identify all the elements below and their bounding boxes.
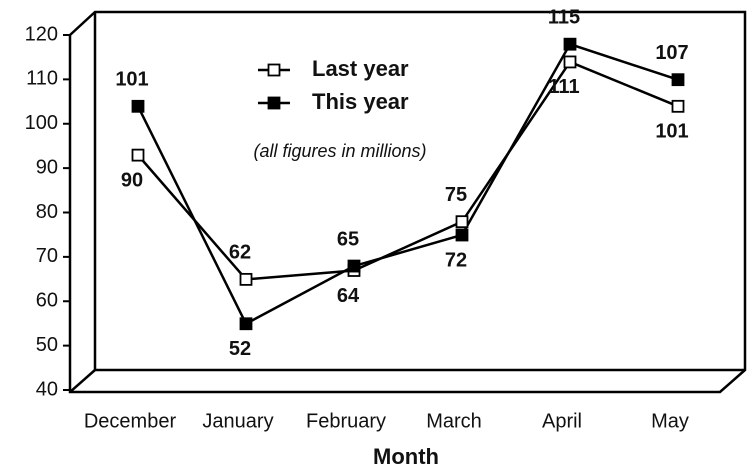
point-marker	[671, 99, 685, 113]
data-label: 65	[337, 228, 359, 250]
x-tick-label: February	[306, 410, 386, 432]
data-label: 111	[548, 76, 579, 98]
x-tick-label: December	[84, 410, 177, 432]
point-marker	[131, 99, 145, 113]
data-label: 62	[229, 242, 251, 264]
legend-marker	[267, 63, 281, 77]
point-marker	[131, 148, 145, 162]
data-label: 107	[655, 42, 688, 64]
y-tick-label: 50	[36, 334, 58, 356]
data-label: 90	[121, 169, 143, 191]
y-tick-label: 100	[25, 112, 58, 134]
point-marker	[563, 37, 577, 51]
series-line	[136, 42, 679, 326]
chart-floor-edge	[69, 369, 96, 393]
point-marker	[455, 228, 469, 242]
data-label: 72	[445, 249, 467, 271]
legend-label: This year	[312, 89, 409, 114]
x-tick-label: January	[202, 410, 273, 432]
y-tick-label: 80	[36, 201, 58, 223]
y-tick-label: 120	[25, 23, 58, 45]
point-marker	[347, 259, 361, 273]
data-label: 115	[548, 6, 580, 28]
x-axis-label: Month	[373, 444, 439, 469]
legend-label: Last year	[312, 56, 409, 81]
point-marker	[455, 215, 469, 229]
x-tick-label: April	[542, 410, 582, 432]
annotation: (all figures in millions)	[253, 141, 426, 161]
y-tick-label: 110	[26, 68, 58, 90]
y-tick-label: 90	[36, 156, 58, 178]
x-tick-label: May	[651, 410, 689, 432]
legend-marker	[267, 96, 281, 110]
point-marker	[239, 272, 253, 286]
x-tick-label: March	[426, 410, 482, 432]
data-label: 52	[229, 338, 251, 360]
y-tick-label: 60	[36, 290, 58, 312]
chart-back-wall	[93, 12, 745, 372]
y-tick-label: 70	[36, 245, 58, 267]
data-label: 64	[337, 285, 360, 307]
y-tick-label: 40	[36, 378, 58, 400]
data-label: 101	[655, 121, 688, 143]
series-line	[137, 60, 679, 281]
data-label: 75	[445, 184, 467, 206]
data-label: 101	[115, 69, 148, 91]
point-marker	[671, 73, 685, 87]
point-marker	[239, 317, 253, 331]
point-marker	[563, 55, 577, 69]
